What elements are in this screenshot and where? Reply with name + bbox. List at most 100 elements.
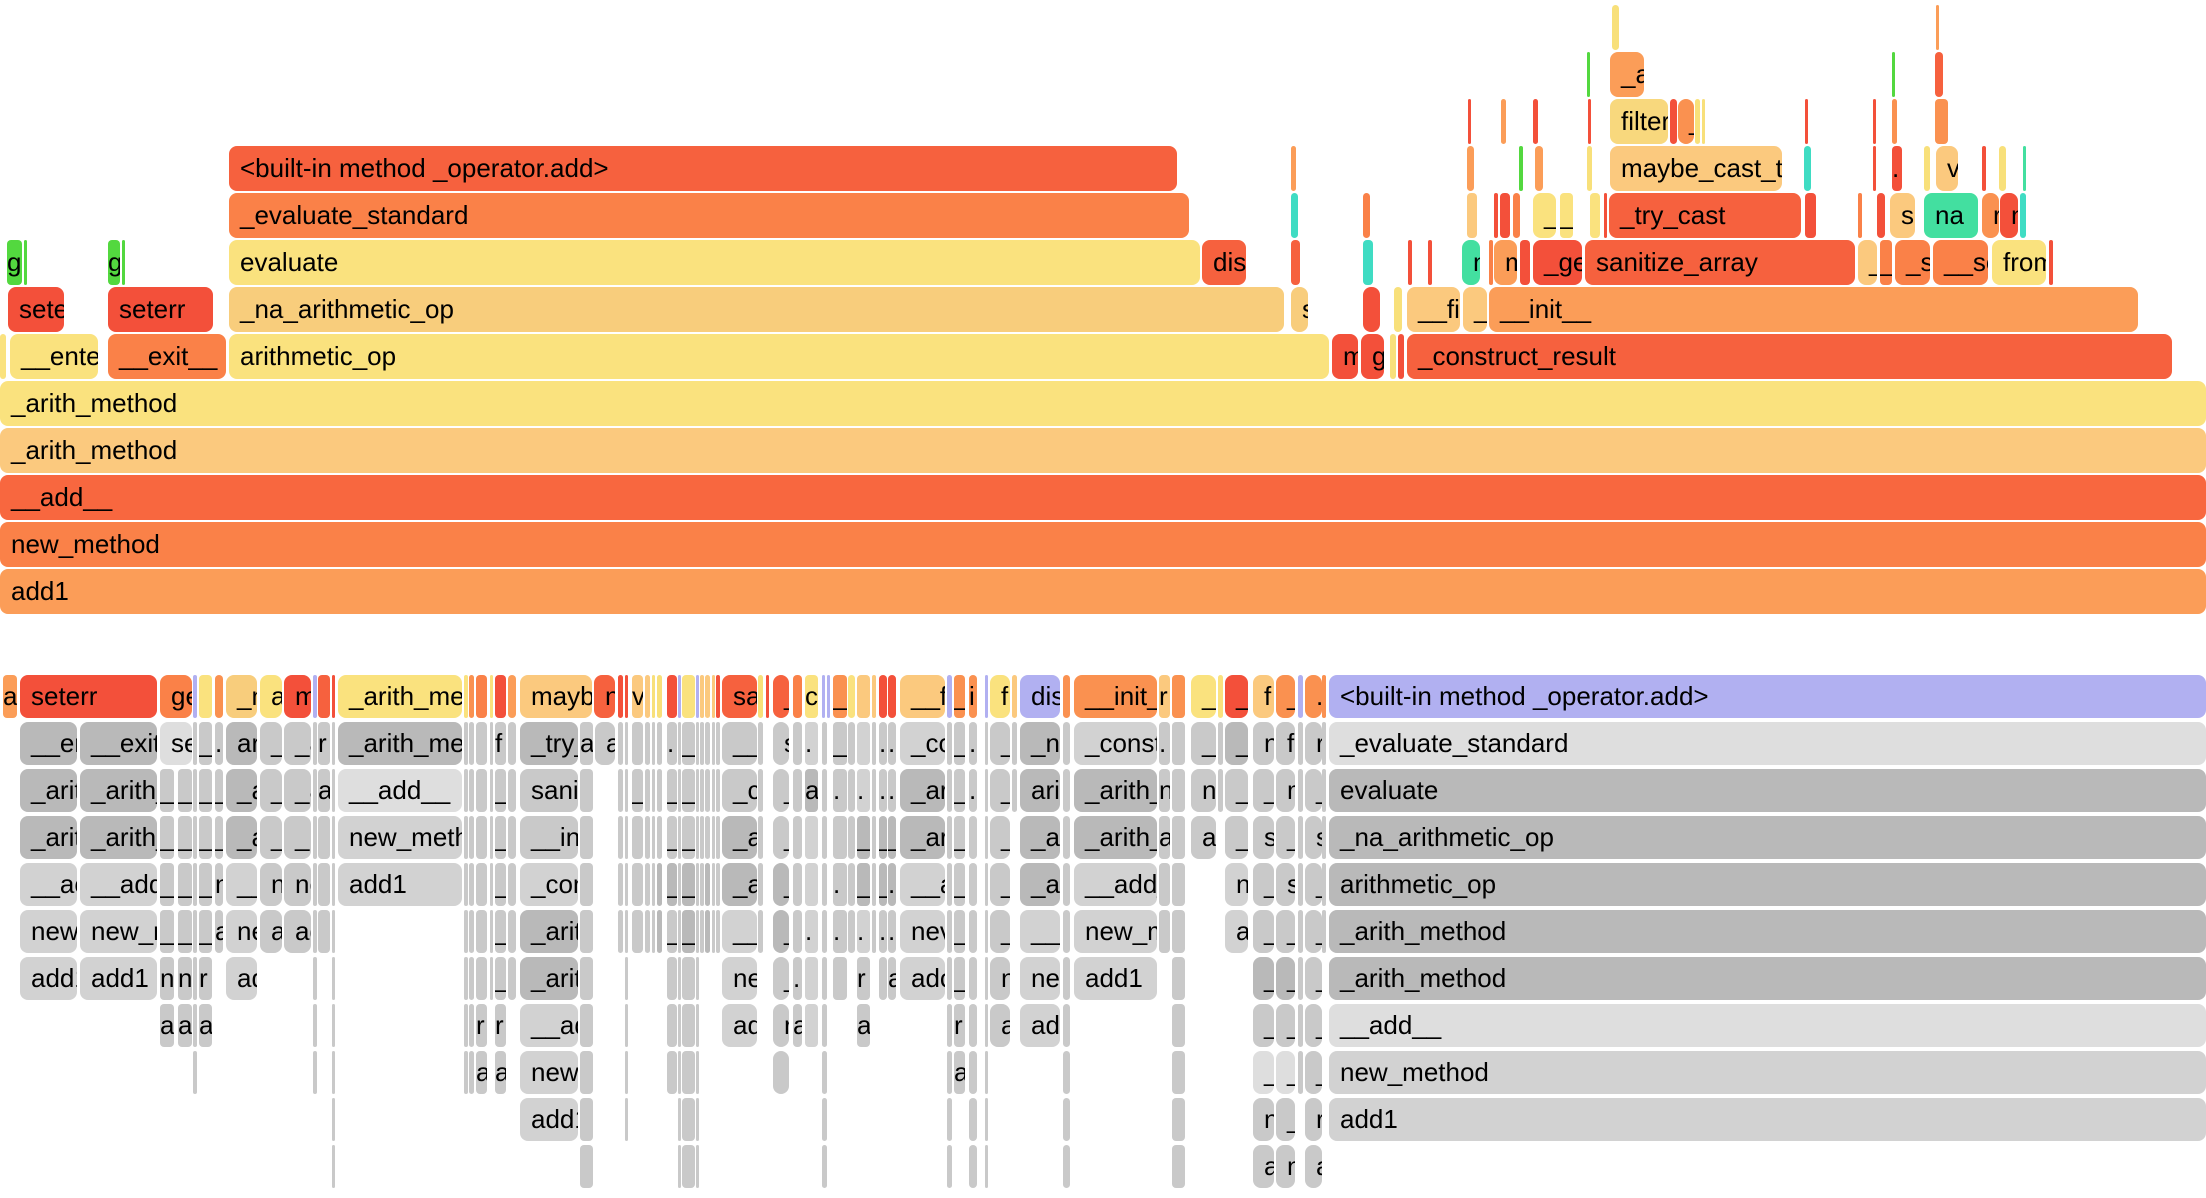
frame-_c[interactable]: _c bbox=[1225, 675, 1248, 718]
frame-arit[interactable]: arit bbox=[1020, 769, 1060, 812]
frame-bar[interactable] bbox=[1159, 910, 1170, 953]
frame-_a[interactable]: _a bbox=[284, 769, 311, 812]
frame-_[interactable]: _ bbox=[879, 863, 887, 906]
frame-bar[interactable] bbox=[1172, 675, 1185, 718]
frame-ge[interactable]: ge bbox=[160, 675, 192, 718]
frame-[interactable]: . bbox=[1159, 722, 1170, 765]
frame-bar[interactable] bbox=[969, 957, 977, 1000]
frame-bar[interactable] bbox=[1322, 675, 1326, 718]
frame-n[interactable]: n bbox=[160, 957, 174, 1000]
frame-bar[interactable] bbox=[1590, 193, 1600, 238]
frame-bar[interactable] bbox=[1172, 1051, 1185, 1094]
frame-_[interactable]: _ bbox=[682, 910, 695, 953]
frame-m[interactable]: m bbox=[1276, 769, 1295, 812]
frame-bar[interactable] bbox=[1012, 722, 1017, 765]
frame-_[interactable]: _ bbox=[199, 769, 212, 812]
frame-r[interactable]: r bbox=[1305, 722, 1322, 765]
frame-bar[interactable] bbox=[805, 863, 818, 906]
frame-_[interactable]: _ bbox=[667, 816, 677, 859]
frame-__exit[interactable]: __exit bbox=[80, 722, 157, 765]
frame-bar[interactable] bbox=[1298, 910, 1303, 953]
frame-r[interactable]: r bbox=[773, 1004, 789, 1047]
frame-bar[interactable] bbox=[1322, 816, 1326, 859]
frame-bar[interactable] bbox=[476, 769, 487, 812]
frame-_[interactable]: _ bbox=[1253, 769, 1274, 812]
frame-a[interactable]: a bbox=[1191, 816, 1216, 859]
frame-n[interactable]: n bbox=[1253, 722, 1274, 765]
frame-ad[interactable]: ad bbox=[722, 1004, 757, 1047]
frame-bar[interactable] bbox=[1063, 957, 1070, 1000]
frame-bar[interactable] bbox=[1363, 193, 1370, 238]
frame-bar[interactable] bbox=[657, 722, 662, 765]
frame-bar[interactable] bbox=[1892, 52, 1895, 97]
frame-bar[interactable] bbox=[947, 910, 952, 953]
frame-evaluate[interactable]: evaluate bbox=[1329, 769, 2206, 812]
frame-bar[interactable] bbox=[696, 1098, 699, 1141]
frame-bar[interactable] bbox=[848, 769, 855, 812]
frame-bar[interactable] bbox=[678, 863, 681, 906]
frame-bar[interactable] bbox=[625, 910, 628, 953]
frame-m[interactable]: m bbox=[1332, 334, 1358, 379]
frame-_ar[interactable]: _ar bbox=[900, 816, 945, 859]
frame-_a[interactable]: _a bbox=[1225, 722, 1248, 765]
frame-_a[interactable]: _a bbox=[1610, 52, 1644, 97]
frame-bar[interactable] bbox=[700, 675, 704, 718]
frame-_[interactable]: _ bbox=[1560, 193, 1573, 238]
frame-r[interactable]: r bbox=[954, 1004, 965, 1047]
frame-g[interactable]: g bbox=[7, 240, 22, 285]
frame-bar[interactable] bbox=[758, 722, 763, 765]
frame-bar[interactable] bbox=[1936, 5, 1939, 50]
frame-bar[interactable] bbox=[1428, 240, 1432, 285]
frame-a[interactable]: a bbox=[857, 1004, 870, 1047]
frame-bar[interactable] bbox=[645, 910, 650, 953]
frame-_a[interactable]: _a bbox=[178, 863, 192, 906]
frame-bar[interactable] bbox=[1520, 240, 1530, 285]
frame-bar[interactable] bbox=[848, 816, 855, 859]
frame-[interactable]: . bbox=[215, 722, 223, 765]
frame-ad[interactable]: ad bbox=[226, 957, 257, 1000]
frame-_[interactable]: _ bbox=[773, 863, 789, 906]
frame-bar[interactable] bbox=[969, 910, 977, 953]
frame-bar[interactable] bbox=[632, 722, 643, 765]
frame-bar[interactable] bbox=[1172, 1145, 1185, 1188]
frame-a[interactable]: a bbox=[160, 1004, 174, 1047]
frame-_[interactable]: _ bbox=[682, 816, 695, 859]
frame-bar[interactable] bbox=[1322, 769, 1326, 812]
frame-bar[interactable] bbox=[1172, 816, 1185, 859]
frame-_arith_me[interactable]: _arith_me bbox=[338, 722, 462, 765]
frame-bar[interactable] bbox=[464, 675, 468, 718]
frame-bar[interactable] bbox=[1363, 287, 1380, 332]
frame-bar[interactable] bbox=[508, 863, 516, 906]
frame-g[interactable]: g bbox=[108, 240, 120, 285]
frame-_a[interactable]: _a bbox=[160, 816, 174, 859]
frame-v[interactable]: v bbox=[632, 675, 643, 718]
frame-bar[interactable] bbox=[1063, 1004, 1070, 1047]
frame-add1[interactable]: add1 bbox=[338, 863, 462, 906]
frame-bar[interactable] bbox=[1695, 99, 1700, 144]
frame-bar[interactable] bbox=[705, 816, 710, 859]
frame-_[interactable]: _ bbox=[954, 863, 965, 906]
frame-bar[interactable] bbox=[618, 675, 623, 718]
frame-_ar[interactable]: _ar bbox=[1020, 816, 1060, 859]
frame-bar[interactable] bbox=[313, 722, 317, 765]
frame-m[interactable]: m bbox=[284, 675, 311, 718]
frame-bar[interactable] bbox=[985, 863, 988, 906]
frame-bar[interactable] bbox=[625, 1098, 628, 1141]
frame-bar[interactable] bbox=[193, 1051, 197, 1094]
frame-a[interactable]: a bbox=[215, 910, 223, 953]
frame-bar[interactable] bbox=[490, 675, 493, 718]
frame-_[interactable]: _ bbox=[284, 816, 311, 859]
frame-bar[interactable] bbox=[580, 910, 593, 953]
frame-_[interactable]: _ bbox=[1678, 99, 1694, 144]
frame-bar[interactable] bbox=[652, 816, 655, 859]
frame-_[interactable]: _ bbox=[773, 675, 789, 718]
frame-bar[interactable] bbox=[857, 722, 870, 765]
frame-[interactable]: . bbox=[857, 910, 870, 953]
frame-bar[interactable] bbox=[793, 675, 802, 718]
frame-_c[interactable]: _c bbox=[722, 769, 757, 812]
frame-nev[interactable]: nev bbox=[1020, 957, 1060, 1000]
frame-bar[interactable] bbox=[632, 863, 643, 906]
frame-bar[interactable] bbox=[332, 863, 335, 906]
frame-a[interactable]: a bbox=[260, 910, 282, 953]
frame-_[interactable]: _ bbox=[260, 816, 282, 859]
